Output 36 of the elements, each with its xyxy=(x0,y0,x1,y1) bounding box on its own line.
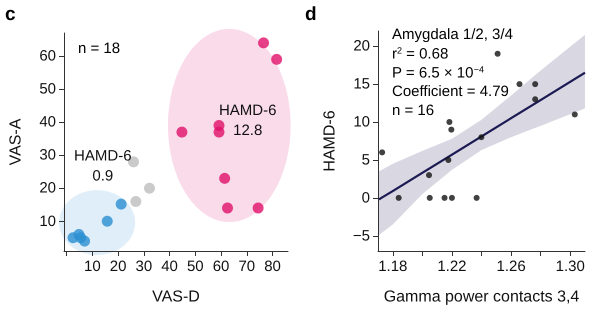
x-tick-label: 50 xyxy=(186,258,204,275)
x-tick-label: 10 xyxy=(84,258,101,275)
x-tick-label: 1.30 xyxy=(556,258,585,275)
x-tick-label: 30 xyxy=(135,258,152,275)
x-tick-label: 1.22 xyxy=(437,258,467,275)
annotation: HAMD-6 0.9 xyxy=(74,148,132,185)
x-tick-label: 40 xyxy=(161,258,178,275)
x-tick-label: 70 xyxy=(238,258,256,275)
y-tick-label: 20 xyxy=(353,38,370,55)
y-tick-label: 60 xyxy=(39,48,56,65)
annotation: n = 16 xyxy=(392,102,434,119)
y-tick-label: 10 xyxy=(39,212,56,230)
x-tick-label: 1.18 xyxy=(378,258,408,275)
y-tick-label: 50 xyxy=(39,80,56,98)
y-tick-label: 10 xyxy=(353,114,370,131)
y-tick-label: −5 xyxy=(352,227,370,244)
x-axis-title: VAS-D xyxy=(152,288,200,306)
y-tick-label: 15 xyxy=(353,76,370,93)
chart-title: c xyxy=(5,4,16,25)
x-tick-label: 1.26 xyxy=(496,258,526,275)
y-axis-title: HAMD-6 xyxy=(322,110,338,172)
x-tick-label: 80 xyxy=(264,258,281,275)
y-tick-label: 0 xyxy=(362,189,370,206)
annotation: HAMD-6 12.8 xyxy=(218,102,276,140)
y-tick-label: 30 xyxy=(39,146,56,164)
annotation: Coefficient = 4.79 xyxy=(392,83,509,100)
x-tick-label: 20 xyxy=(110,258,126,275)
annotation: Amygdala 1/2, 3/4 xyxy=(392,26,513,43)
y-tick-label: 40 xyxy=(39,114,56,131)
y-tick-label: 5 xyxy=(362,151,370,168)
annotation: n = 18 xyxy=(78,40,120,57)
x-tick-label: 60 xyxy=(212,258,230,275)
chart-title: d xyxy=(305,4,317,25)
y-axis-title: VAS-A xyxy=(8,118,24,166)
x-axis-title: Gamma power contacts 3,4 xyxy=(384,288,580,306)
y-tick-label: 20 xyxy=(39,180,56,197)
